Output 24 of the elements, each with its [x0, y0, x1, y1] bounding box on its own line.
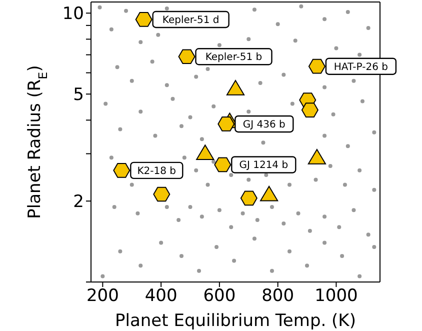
point	[178, 49, 196, 64]
x-tick-label: 800	[262, 286, 294, 306]
annotation: GJ 436 b	[242, 119, 286, 130]
point	[153, 186, 170, 202]
x-tick-label: 200	[86, 286, 119, 306]
y-tick-label: 2	[73, 192, 84, 212]
point	[301, 102, 318, 118]
point	[218, 116, 235, 132]
annotation: GJ 1214 b	[239, 160, 288, 172]
point	[240, 190, 258, 206]
annotation: Kepler-51 d	[162, 14, 220, 26]
point	[113, 163, 130, 178]
annotation: Kepler-51 b	[205, 52, 262, 64]
y-tick-label: 10	[62, 4, 84, 24]
point	[135, 12, 152, 27]
annotation: K2-18 b	[137, 166, 176, 177]
point	[214, 157, 232, 172]
y-tick-label: 5	[73, 85, 84, 106]
x-tick-label: 600	[203, 286, 236, 306]
x-tick-label: 1000	[314, 286, 358, 306]
annotation: HAT-P-26 b	[334, 62, 388, 73]
point	[308, 58, 326, 74]
x-axis-title: Planet Equilibrium Temp. (K)	[115, 311, 356, 331]
x-tick-label: 400	[144, 286, 178, 306]
